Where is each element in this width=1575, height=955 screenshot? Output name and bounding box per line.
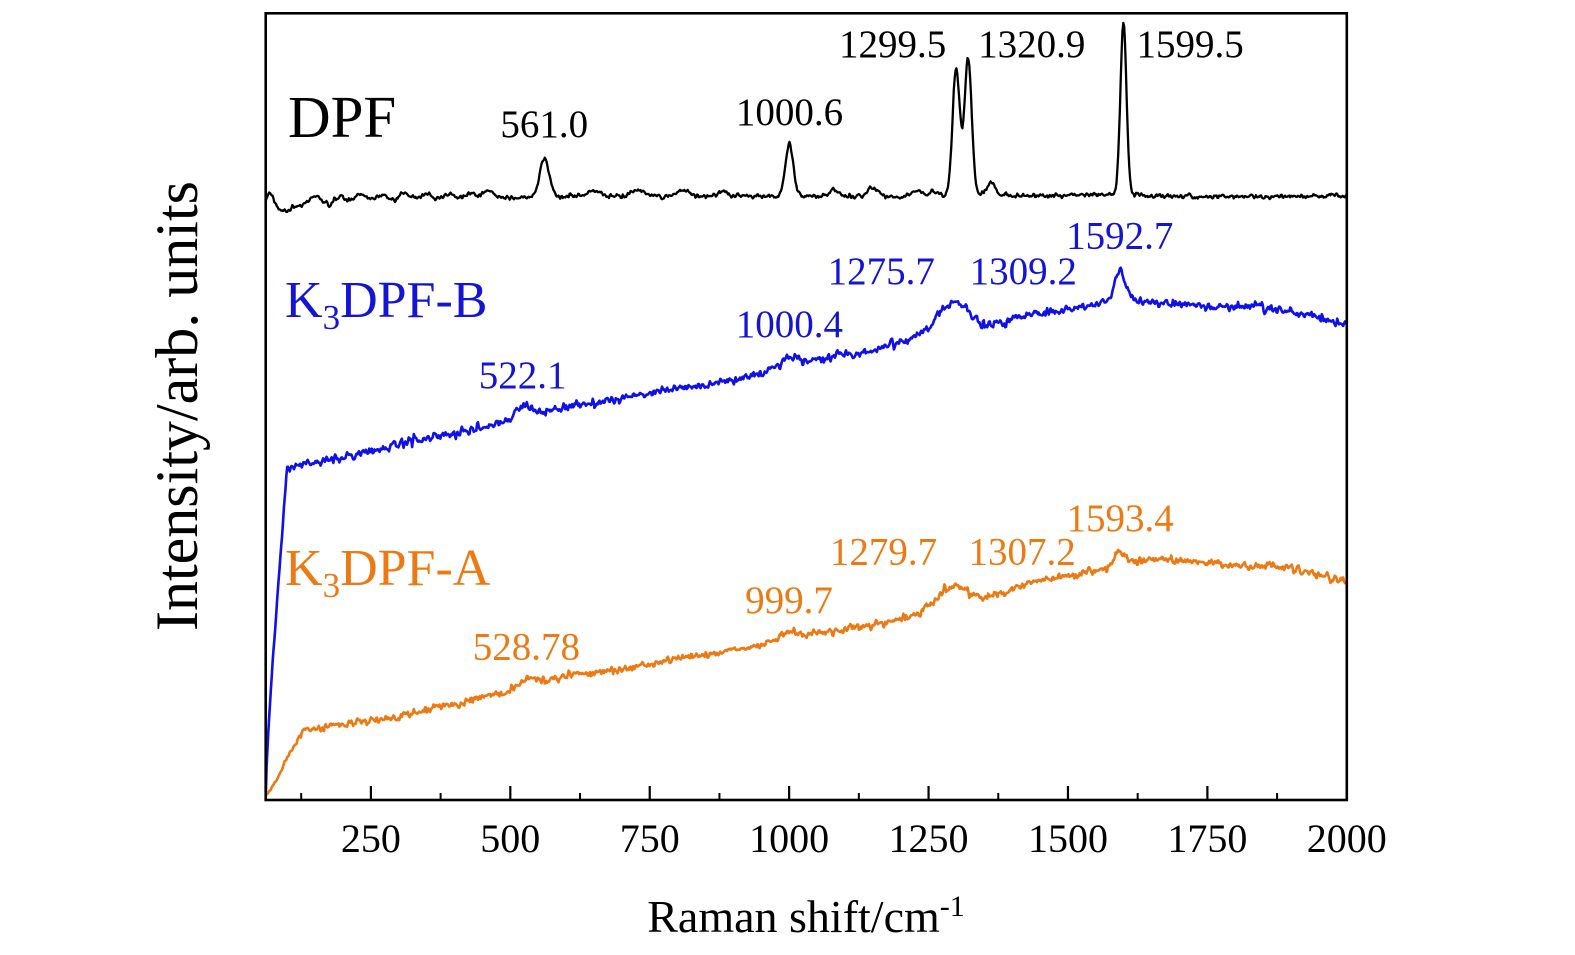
svg-text:522.1: 522.1: [479, 354, 567, 397]
svg-text:250: 250: [341, 816, 401, 861]
svg-text:999.7: 999.7: [745, 579, 833, 622]
svg-text:K3DPF-B: K3DPF-B: [285, 272, 487, 337]
svg-text:1000: 1000: [749, 816, 829, 861]
svg-text:Intensity/arb. units: Intensity/arb. units: [144, 181, 210, 631]
svg-text:1000.4: 1000.4: [736, 303, 843, 346]
svg-text:1279.7: 1279.7: [830, 531, 937, 574]
svg-text:Raman shift/cm-1: Raman shift/cm-1: [647, 890, 965, 942]
svg-text:K3DPF-A: K3DPF-A: [285, 540, 491, 605]
svg-text:750: 750: [620, 816, 680, 861]
svg-text:DPF: DPF: [288, 84, 396, 150]
svg-text:1299.5: 1299.5: [839, 23, 946, 66]
svg-text:1750: 1750: [1167, 816, 1247, 861]
svg-text:1309.2: 1309.2: [970, 250, 1077, 293]
svg-text:1275.7: 1275.7: [828, 250, 935, 293]
svg-text:1320.9: 1320.9: [978, 23, 1085, 66]
svg-text:1250: 1250: [889, 816, 969, 861]
svg-text:1593.4: 1593.4: [1066, 497, 1173, 540]
svg-text:561.0: 561.0: [500, 103, 588, 146]
svg-text:1592.7: 1592.7: [1066, 215, 1173, 258]
svg-text:528.78: 528.78: [473, 626, 580, 669]
svg-text:1500: 1500: [1028, 816, 1108, 861]
svg-text:1599.5: 1599.5: [1137, 23, 1244, 66]
svg-text:1000.6: 1000.6: [736, 91, 843, 134]
svg-text:2000: 2000: [1307, 816, 1387, 861]
svg-text:1307.2: 1307.2: [969, 531, 1076, 574]
svg-text:500: 500: [480, 816, 540, 861]
